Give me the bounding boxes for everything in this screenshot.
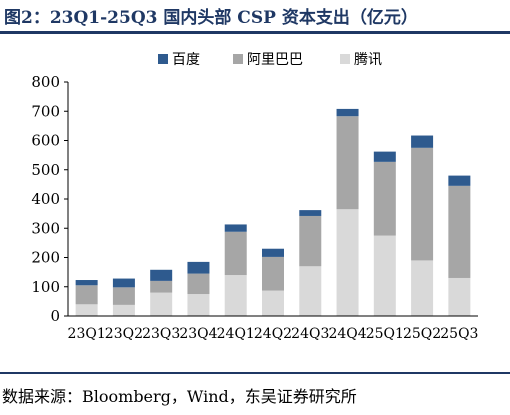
bar-segment-百度-23Q4 — [187, 261, 210, 274]
bar-segment-阿里巴巴-25Q1 — [373, 161, 396, 236]
y-tick-label: 300 — [31, 219, 60, 237]
y-tick-label: 800 — [31, 73, 60, 91]
y-tick-label: 0 — [50, 307, 60, 325]
bar-segment-腾讯-23Q2 — [112, 304, 135, 316]
source-note-bar: 数据来源：Bloomberg，Wind，东吴证券研究所 — [0, 372, 510, 415]
y-tick-label: 200 — [31, 249, 60, 267]
x-tick-label: 23Q3 — [142, 326, 180, 342]
y-tick-label: 700 — [31, 102, 60, 120]
bar-segment-腾讯-25Q1 — [373, 235, 396, 316]
figure-title: 图2：23Q1-25Q3 国内头部 CSP 资本支出（亿元） — [4, 8, 418, 28]
bar-segment-阿里巴巴-25Q2 — [411, 147, 434, 261]
y-tick-label: 600 — [31, 132, 60, 150]
legend-swatch-腾讯 — [340, 54, 350, 64]
legend-label-阿里巴巴: 阿里巴巴 — [247, 52, 303, 68]
figure-title-bar: 图2：23Q1-25Q3 国内头部 CSP 资本支出（亿元） — [0, 0, 510, 34]
bar-segment-腾讯-23Q4 — [187, 294, 210, 316]
bar-segment-阿里巴巴-24Q3 — [299, 215, 322, 267]
bar-segment-百度-23Q3 — [150, 269, 173, 281]
bar-segment-腾讯-25Q3 — [448, 277, 471, 316]
bar-segment-阿里巴巴-24Q1 — [224, 231, 247, 276]
bar-segment-阿里巴巴-23Q3 — [150, 280, 173, 293]
bar-segment-百度-23Q1 — [75, 280, 98, 286]
bar-segment-百度-23Q2 — [112, 278, 135, 288]
bar-segment-百度-24Q2 — [262, 248, 284, 257]
bar-segment-腾讯-23Q3 — [150, 292, 173, 316]
legend-swatch-百度 — [158, 54, 168, 64]
chart-area: 百度 阿里巴巴 腾讯 0 100 200 300 400 500 600 700 800 23Q1 2… — [0, 38, 510, 358]
legend-label-百度: 百度 — [172, 52, 200, 68]
bar-segment-百度-25Q3 — [448, 175, 471, 186]
bar-segment-阿里巴巴-24Q4 — [336, 116, 359, 210]
bar-segment-腾讯-24Q2 — [262, 290, 284, 316]
x-axis: 23Q1 23Q2 23Q3 23Q4 24Q1 24Q2 24Q3 24Q4 25Q1 25Q2… — [68, 315, 478, 342]
bar-segment-阿里巴巴-25Q3 — [448, 185, 471, 278]
bar-segment-百度-24Q4 — [336, 108, 359, 117]
bar-segment-腾讯-24Q4 — [336, 209, 359, 316]
bar-segment-腾讯-25Q2 — [411, 260, 434, 316]
source-note: 数据来源：Bloomberg，Wind，东吴证券研究所 — [2, 386, 357, 406]
bar-segment-阿里巴巴-23Q4 — [187, 273, 210, 295]
legend-label-腾讯: 腾讯 — [354, 51, 382, 68]
x-tick-label: 24Q1 — [217, 326, 255, 342]
x-tick-label: 25Q1 — [366, 326, 404, 342]
bar-segment-腾讯-24Q1 — [224, 275, 247, 316]
x-tick-label: 23Q2 — [105, 326, 143, 342]
bar-segment-百度-25Q1 — [373, 151, 396, 162]
x-tick-label: 24Q3 — [291, 326, 329, 342]
x-tick-label: 25Q2 — [403, 326, 441, 342]
bar-segment-阿里巴巴-24Q2 — [262, 256, 284, 291]
y-tick-label: 100 — [31, 278, 60, 296]
bar-segment-百度-24Q3 — [299, 210, 322, 216]
x-tick-label: 25Q3 — [440, 326, 478, 342]
x-tick-label: 23Q1 — [68, 326, 106, 342]
bar-segment-腾讯-23Q1 — [75, 304, 98, 316]
x-tick-label: 24Q2 — [254, 326, 292, 342]
x-tick-label: 23Q4 — [179, 326, 217, 342]
legend-swatch-阿里巴巴 — [233, 54, 243, 64]
x-tick-label: 24Q4 — [328, 326, 366, 342]
y-tick-label: 400 — [31, 190, 60, 208]
bar-segment-百度-25Q2 — [411, 135, 434, 148]
legend: 百度 阿里巴巴 腾讯 — [158, 51, 382, 68]
bars — [75, 108, 471, 316]
bar-segment-阿里巴巴-23Q2 — [112, 287, 135, 305]
bar-segment-腾讯-24Q3 — [299, 266, 322, 316]
bar-segment-百度-24Q1 — [224, 224, 247, 232]
y-tick-label: 500 — [31, 161, 60, 179]
y-axis: 0 100 200 300 400 500 600 700 800 — [31, 73, 69, 325]
bar-segment-阿里巴巴-23Q1 — [75, 285, 98, 305]
